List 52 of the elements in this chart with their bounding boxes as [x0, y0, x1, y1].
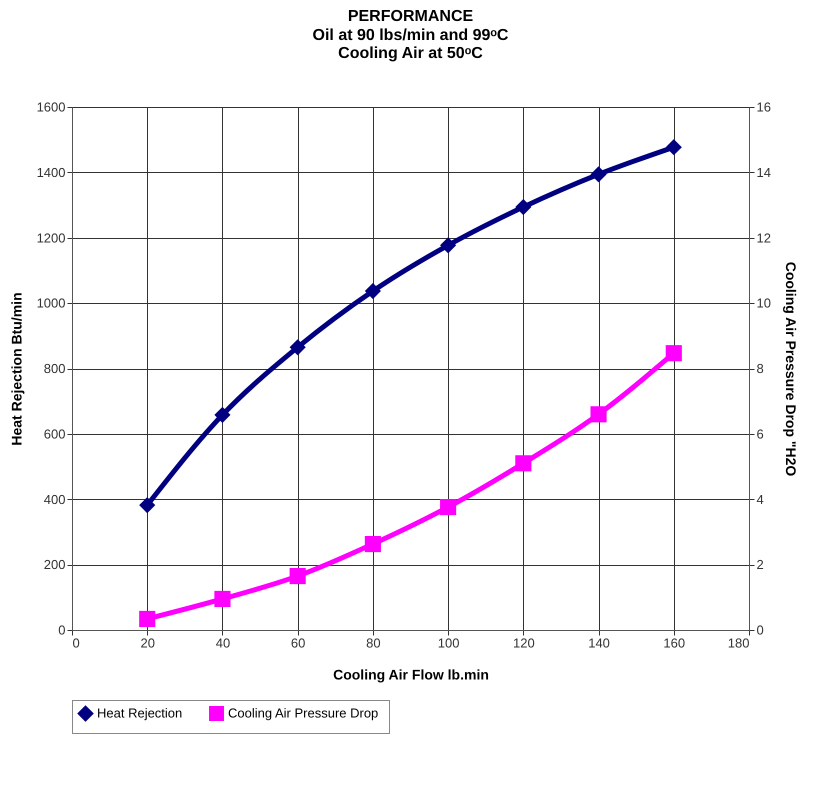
x-tick-label: 180	[728, 636, 750, 650]
y2-axis-title: Cooling Air Pressure Drop "H2O	[782, 262, 799, 476]
x-tick-label: 160	[663, 636, 686, 650]
point	[590, 166, 607, 182]
y-tick-label: 600	[44, 426, 66, 442]
point	[364, 282, 381, 300]
y2-tick-label: 10	[756, 296, 771, 311]
legend-label: Cooling Air Pressure Drop	[228, 706, 378, 721]
point	[139, 610, 156, 627]
y2-tick-label: 4	[756, 492, 764, 507]
point	[214, 590, 231, 608]
y2-tick-label: 8	[756, 361, 764, 376]
y-tick-label: 400	[44, 492, 66, 507]
point	[440, 237, 456, 254]
x-tick-label: 140	[588, 636, 610, 650]
x-axis-title: Cooling Air Flow lb.min	[333, 666, 489, 682]
y-tick-label: 1600	[36, 100, 66, 114]
text: Cooling Air at 50ᵒC	[338, 45, 483, 62]
point	[214, 406, 231, 423]
y-tick-label: 1000	[36, 296, 66, 311]
text: Oil at 90 lbs/min and 99ᵒC	[312, 27, 508, 44]
x-tick-label: 100	[438, 636, 460, 650]
point	[515, 198, 532, 216]
x-tick-label: 80	[366, 636, 381, 650]
y-tick-label: 1200	[36, 230, 66, 246]
x-tick-label: 40	[216, 636, 230, 650]
point	[364, 536, 381, 552]
y2-tick-label: 16	[756, 100, 771, 114]
point	[290, 568, 306, 584]
point	[666, 139, 682, 156]
y-tick-label: 800	[44, 361, 66, 376]
point	[440, 499, 456, 516]
legend-label: Heat Rejection	[97, 706, 182, 721]
x-tick-label: 20	[140, 636, 155, 650]
point	[515, 455, 532, 472]
point	[290, 339, 306, 356]
y2-tick-label: 6	[756, 426, 764, 442]
y2-tick-label: 0	[756, 622, 764, 638]
chart-title: PERFORMANCE	[348, 8, 474, 25]
y2-tick-label: 2	[756, 557, 764, 572]
x-tick-label: 0	[72, 636, 80, 650]
point	[590, 406, 607, 422]
y2-tick-label: 14	[756, 164, 771, 180]
point	[139, 497, 156, 514]
y-axis-title: Heat Rejection Btu/min	[8, 292, 25, 446]
x-tick-label: 120	[512, 636, 535, 650]
x-tick-label: 60	[290, 636, 306, 650]
y2-tick-label: 12	[756, 230, 771, 246]
y-tick-label: 1400	[36, 164, 66, 180]
y-tick-label: 0	[58, 622, 66, 638]
y-tick-label: 200	[44, 557, 66, 572]
point	[666, 345, 682, 362]
